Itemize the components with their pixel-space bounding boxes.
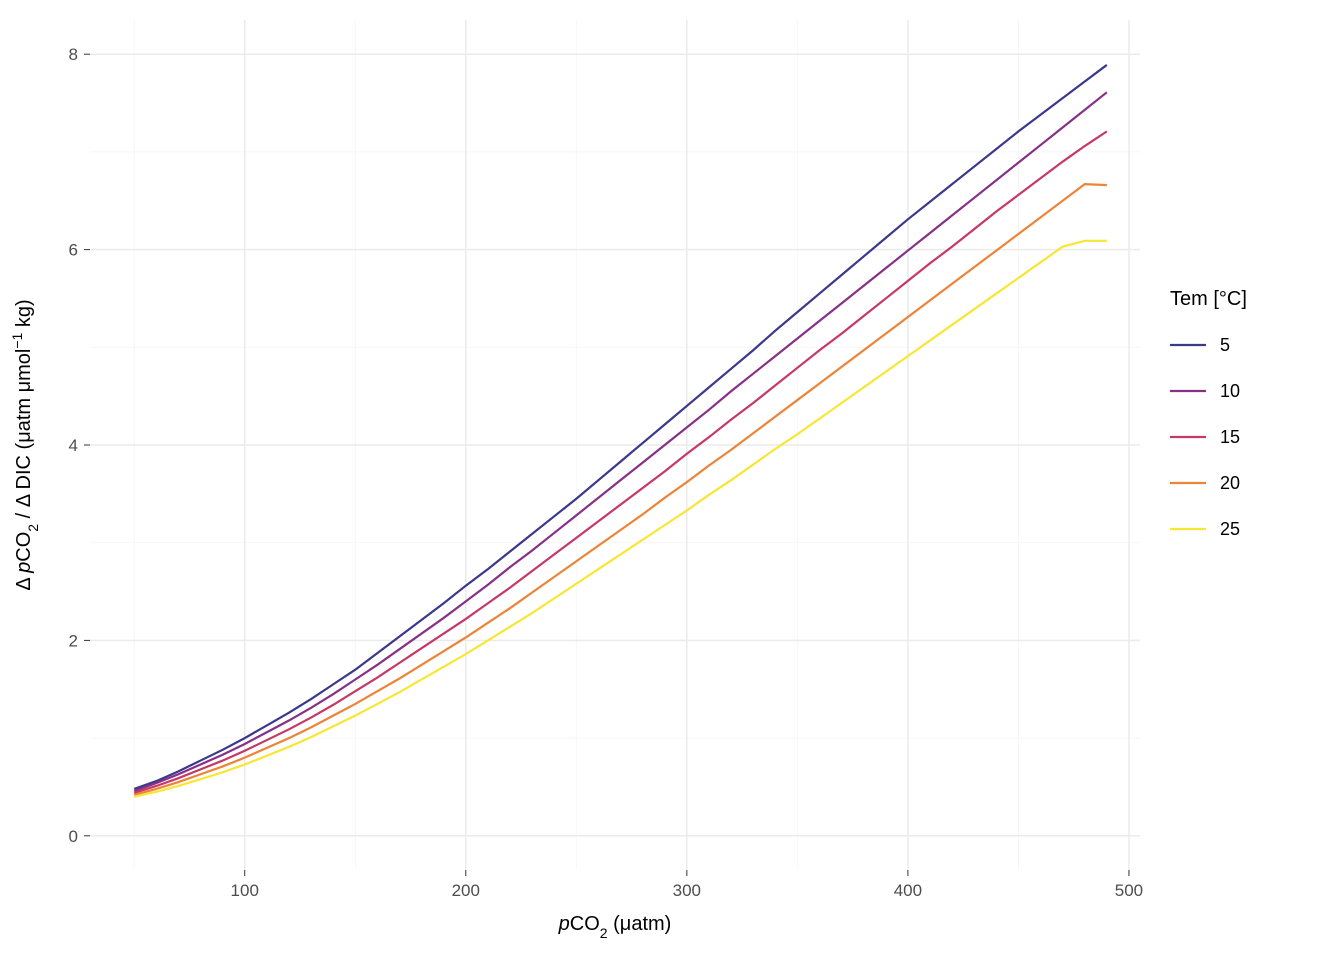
legend-title: Tem [°C] <box>1170 288 1247 310</box>
legend-label: 5 <box>1220 335 1230 355</box>
x-tick-label: 500 <box>1115 881 1143 900</box>
legend-label: 15 <box>1220 427 1240 447</box>
x-tick-label: 200 <box>452 881 480 900</box>
x-tick-label: 300 <box>673 881 701 900</box>
legend-label: 10 <box>1220 381 1240 401</box>
x-tick-label: 400 <box>894 881 922 900</box>
y-tick-label: 6 <box>69 241 78 260</box>
x-axis-title: pCO2 (μatm) <box>558 913 672 941</box>
legend-label: 20 <box>1220 473 1240 493</box>
y-tick-label: 4 <box>69 436 78 455</box>
chart-container: 100 200 300 400 500 0 2 4 6 8 pCO2 (μatm) Δ pCO2 / … <box>0 0 1344 960</box>
line-chart: 100 200 300 400 500 0 2 4 6 8 pCO2 (μatm) Δ pCO2 / … <box>0 0 1344 960</box>
y-tick-label: 8 <box>69 45 78 64</box>
y-tick-label: 2 <box>69 631 78 650</box>
y-tick-label: 0 <box>69 827 78 846</box>
y-axis-title: Δ pCO2 / Δ DIC (μatm μmol−1 kg) <box>9 299 41 590</box>
legend-label: 25 <box>1220 519 1240 539</box>
x-tick-label: 100 <box>231 881 259 900</box>
